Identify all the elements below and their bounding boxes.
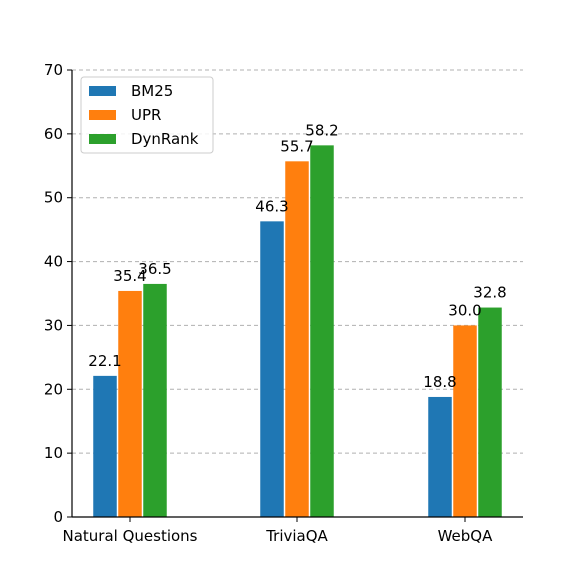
data-label: 32.8 (473, 284, 506, 302)
legend-swatch (89, 134, 116, 144)
legend-label: DynRank (131, 130, 199, 148)
data-label: 55.7 (280, 137, 313, 155)
data-label: 35.4 (113, 267, 146, 285)
x-tick-label: WebQA (438, 527, 494, 545)
y-tick-label: 10 (44, 444, 63, 462)
data-label: 46.3 (255, 197, 288, 215)
y-tick-label: 20 (44, 380, 63, 398)
data-labels: 22.1 46.3 18.8 35.4 55.7 30.0 36.5 58.2 32.8 (88, 121, 506, 391)
y-tick-label: 0 (53, 508, 63, 526)
y-tick-label: 70 (44, 61, 63, 79)
axes: 0 10 20 30 40 50 60 70 Natural Questions TriviaQA… (44, 61, 523, 545)
bar-bm25-2 (428, 396, 452, 517)
x-tick-label: Natural Questions (63, 527, 198, 545)
data-label: 30.0 (448, 301, 481, 319)
y-tick-label: 60 (44, 125, 63, 143)
legend-label: BM25 (131, 82, 173, 100)
legend-label: UPR (131, 106, 161, 124)
bars (93, 145, 502, 517)
data-label: 22.1 (88, 352, 121, 370)
data-label: 18.8 (423, 373, 456, 391)
bar-dynrank-0 (143, 283, 167, 517)
legend-swatch (89, 86, 116, 96)
x-tick-label: TriviaQA (265, 527, 328, 545)
legend: BM25 UPR DynRank (80, 76, 214, 154)
bar-upr-1 (285, 161, 309, 517)
bar-dynrank-1 (310, 145, 334, 517)
legend-swatch (89, 110, 116, 120)
bar-dynrank-2 (478, 307, 502, 517)
bar-bm25-1 (260, 221, 284, 517)
y-tick-label: 50 (44, 189, 63, 207)
bar-upr-2 (453, 325, 477, 517)
data-label: 36.5 (138, 260, 171, 278)
y-tick-label: 30 (44, 316, 63, 334)
bar-upr-0 (118, 290, 142, 517)
data-label: 58.2 (305, 121, 338, 139)
bar-bm25-0 (93, 375, 117, 517)
y-tick-label: 40 (44, 253, 63, 271)
